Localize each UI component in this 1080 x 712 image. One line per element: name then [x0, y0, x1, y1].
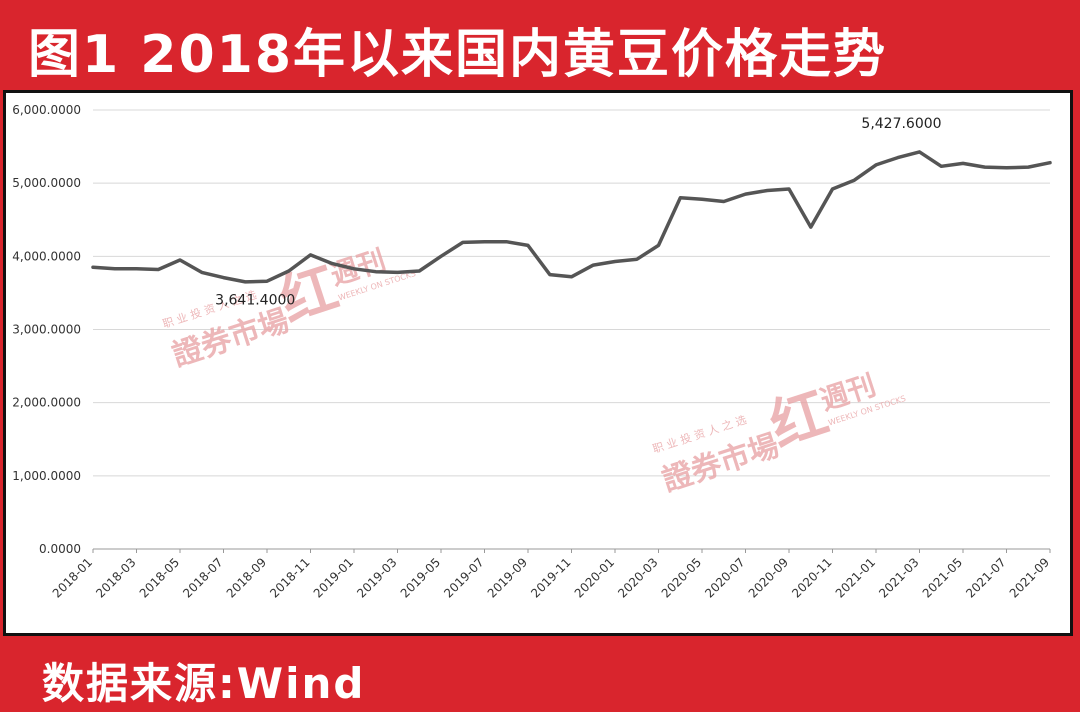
- chart-panel: 0.0000 1,000.0000 2,000.0000 3,000.0000 4,00…: [3, 90, 1073, 636]
- x-tick-label: 2019-09: [485, 555, 530, 600]
- x-tick-label: 2020-03: [615, 555, 660, 600]
- x-tick-label: 2018-05: [137, 555, 182, 600]
- x-tick-label: 2021-03: [876, 555, 921, 600]
- data-label: 3,641.4000: [215, 293, 295, 309]
- price-line: [91, 150, 1052, 284]
- x-tick-label: 2021-05: [920, 555, 965, 600]
- y-tick-label: 1,000.0000: [12, 469, 81, 483]
- x-tick-label: 2020-07: [702, 555, 747, 600]
- x-tick-label: 2018-11: [267, 555, 312, 600]
- x-tick-label: 2020-05: [659, 555, 704, 600]
- x-tick-label: 2018-09: [224, 555, 269, 600]
- axes: 0.0000 1,000.0000 2,000.0000 3,000.0000 4,00…: [12, 103, 1052, 601]
- x-tick-label: 2020-09: [746, 555, 791, 600]
- x-tick-label: 2021-07: [963, 555, 1008, 600]
- x-tick-label: 2019-11: [528, 555, 573, 600]
- line-chart: 0.0000 1,000.0000 2,000.0000 3,000.0000 4,00…: [12, 103, 1052, 601]
- data-label: 5,427.6000: [861, 116, 941, 132]
- annotations: 3,641.4000 5,427.6000: [215, 116, 941, 309]
- x-tick-label: 2018-03: [93, 555, 138, 600]
- x-tick-label: 2021-09: [1007, 555, 1052, 600]
- y-tick-label: 0.0000: [39, 542, 81, 556]
- data-source: 数据来源:Wind: [42, 659, 366, 708]
- footer-bar: 数据来源:Wind: [0, 640, 1080, 712]
- y-tick-label: 3,000.0000: [12, 323, 81, 337]
- x-tick-label: 2019-07: [441, 555, 486, 600]
- y-tick-label: 6,000.0000: [12, 103, 81, 117]
- x-tick-label: 2018-01: [50, 555, 95, 600]
- x-tick-label: 2020-11: [789, 555, 834, 600]
- y-tick-label: 5,000.0000: [12, 176, 81, 190]
- y-tick-label: 2,000.0000: [12, 396, 81, 410]
- x-tick-label: 2019-05: [398, 555, 443, 600]
- x-tick-label: 2019-03: [354, 555, 399, 600]
- x-tick-label: 2020-01: [572, 555, 617, 600]
- y-tick-label: 4,000.0000: [12, 249, 81, 263]
- header-bar: 图1 2018年以来国内黄豆价格走势: [0, 0, 1080, 90]
- series-layer: [91, 150, 1052, 284]
- x-tick-label: 2019-01: [311, 555, 356, 600]
- x-tick-label: 2021-01: [833, 555, 878, 600]
- x-tick-label: 2018-07: [180, 555, 225, 600]
- grid-lines: [93, 109, 1050, 477]
- chart-title: 图1 2018年以来国内黄豆价格走势: [28, 25, 888, 85]
